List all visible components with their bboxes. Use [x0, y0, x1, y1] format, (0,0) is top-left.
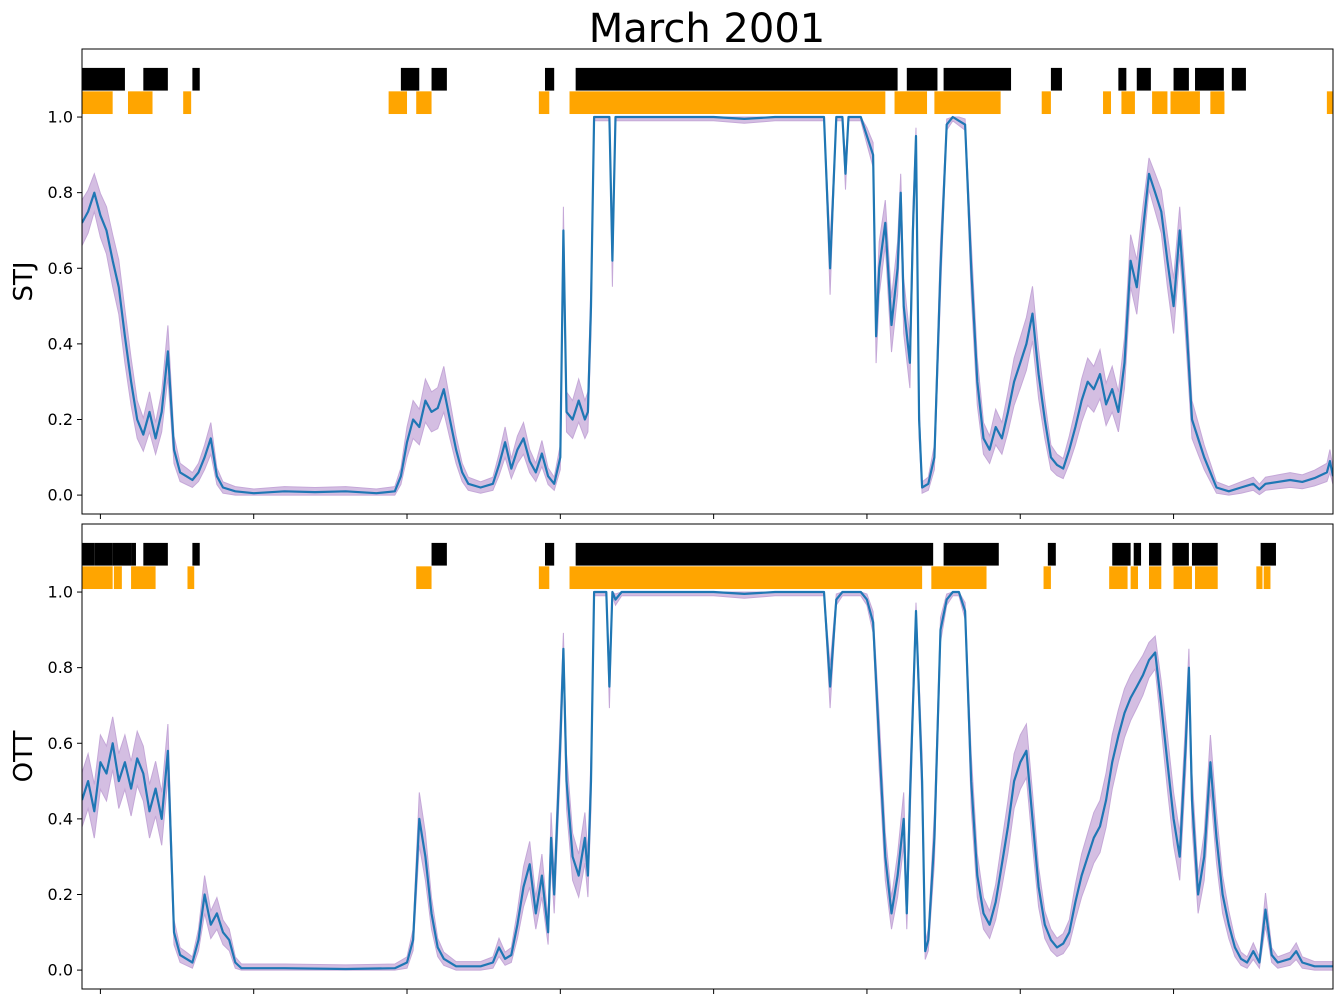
- event-bar-black: [431, 67, 447, 91]
- event-bar-black: [1050, 67, 1062, 91]
- event-bar-orange: [1130, 566, 1138, 590]
- event-bar-black: [943, 542, 999, 566]
- axes-frame: [81, 523, 1334, 990]
- event-bar-orange: [538, 566, 550, 590]
- ytick-label: 0.2: [48, 885, 73, 904]
- event-bar-black: [1260, 542, 1276, 566]
- event-bar-black: [1173, 67, 1189, 91]
- event-bar-black: [575, 542, 934, 566]
- event-bar-orange: [127, 91, 153, 115]
- event-bar-orange: [1103, 91, 1112, 115]
- event-bar-orange: [1149, 566, 1162, 590]
- event-bar-black: [1133, 542, 1142, 566]
- event-bar-orange: [113, 566, 122, 590]
- event-bar-black: [400, 67, 420, 91]
- event-bar-orange: [538, 91, 550, 115]
- ytick-label: 1.0: [48, 108, 73, 127]
- ytick-label: 1.0: [48, 583, 73, 602]
- event-bar-black: [1118, 67, 1127, 91]
- event-bar-orange: [131, 566, 156, 590]
- figure-title: March 2001: [589, 6, 825, 52]
- event-bar-black: [143, 542, 168, 566]
- event-bar-black: [131, 542, 136, 566]
- y-axis-label: STJ: [9, 261, 39, 301]
- ytick-label: 0.0: [48, 486, 73, 505]
- ytick-label: 0.6: [48, 259, 73, 278]
- event-bar-orange: [82, 566, 113, 590]
- event-bar-black: [82, 67, 125, 91]
- event-bar-orange: [82, 91, 113, 115]
- event-bar-orange: [1152, 91, 1168, 115]
- ytick-label: 0.4: [48, 809, 73, 828]
- event-bar-orange: [187, 566, 195, 590]
- event-bar-orange: [931, 566, 987, 590]
- ytick-label: 0.0: [48, 961, 73, 980]
- event-bar-orange: [1109, 566, 1128, 590]
- event-bar-orange: [894, 91, 928, 115]
- event-bar-orange: [1263, 566, 1271, 590]
- uncertainty-band: [82, 591, 1333, 971]
- event-bar-orange: [1195, 566, 1218, 590]
- ytick-label: 0.4: [48, 334, 73, 353]
- event-bar-black: [1195, 67, 1224, 91]
- event-bar-black: [112, 542, 132, 566]
- event-bar-black: [906, 67, 938, 91]
- event-bar-orange: [416, 91, 432, 115]
- event-bar-orange: [1256, 566, 1263, 590]
- event-bar-black: [143, 67, 168, 91]
- event-bar-black: [192, 67, 200, 91]
- event-bar-orange: [388, 91, 408, 115]
- y-axis-label: OTT: [9, 731, 39, 783]
- event-bar-black: [575, 67, 898, 91]
- event-bar-orange: [1041, 91, 1051, 115]
- event-bar-black: [82, 542, 95, 566]
- event-bar-black: [1172, 542, 1189, 566]
- event-bar-black: [1136, 67, 1151, 91]
- event-bar-black: [94, 542, 113, 566]
- event-bar-orange: [1173, 566, 1192, 590]
- event-bar-orange: [569, 566, 923, 590]
- ytick-label: 0.8: [48, 658, 73, 677]
- event-bar-black: [943, 67, 1012, 91]
- event-bar-orange: [1170, 91, 1200, 115]
- event-bar-orange: [569, 91, 886, 115]
- event-bar-orange: [416, 566, 432, 590]
- event-bar-black: [1149, 542, 1162, 566]
- ytick-label: 0.2: [48, 410, 73, 429]
- event-bar-black: [544, 67, 555, 91]
- event-bar-orange: [1121, 91, 1135, 115]
- series-line: [82, 590, 1333, 971]
- event-bar-black: [544, 542, 555, 566]
- uncertainty-band: [82, 116, 1333, 496]
- event-bar-orange: [183, 91, 192, 115]
- event-bar-orange: [1043, 566, 1051, 590]
- event-bar-black: [192, 542, 200, 566]
- ytick-label: 0.6: [48, 734, 73, 753]
- event-bar-orange: [934, 91, 1001, 115]
- event-bar-orange: [1210, 91, 1225, 115]
- event-bar-orange: [1326, 91, 1333, 115]
- panel-ott: 0.0 0.2 0.4 0.6 0.8 1.0 OTT: [9, 523, 1334, 994]
- event-bar-black: [431, 542, 447, 566]
- event-bar-black: [1047, 542, 1056, 566]
- axes-frame: [81, 48, 1334, 515]
- event-bar-black: [1231, 67, 1246, 91]
- event-bar-black: [1191, 542, 1218, 566]
- ytick-label: 0.8: [48, 183, 73, 202]
- panel-stj: 0.0 0.2 0.4 0.6 0.8 1.0 STJ: [9, 48, 1334, 519]
- event-bar-black: [1112, 542, 1131, 566]
- series-line: [82, 115, 1333, 495]
